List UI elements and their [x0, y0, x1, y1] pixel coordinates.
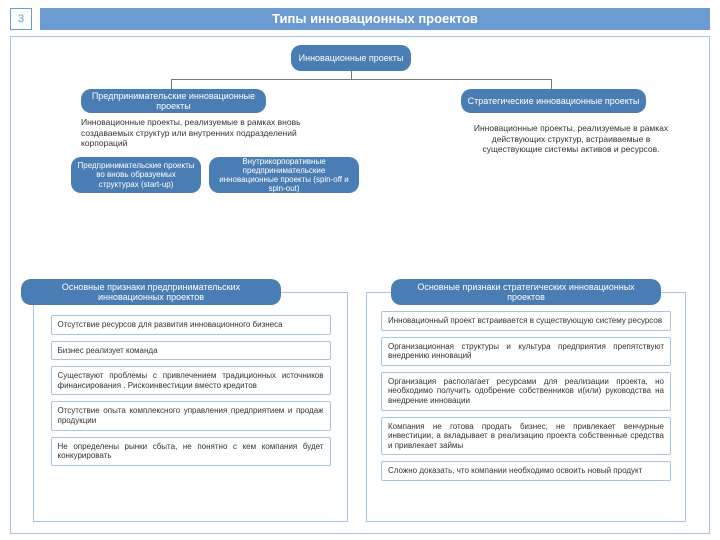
left-col-frame: Отсутствие ресурсов для развития инновац…: [33, 292, 348, 522]
list-item: Отсутствие опыта комплексного управления…: [51, 401, 331, 430]
left-sub2: Внутрикорпоративные предпринимательские …: [209, 157, 359, 193]
list-item: Сложно доказать, что компании необходимо…: [381, 461, 671, 481]
list-item: Компания не готова продать бизнес, не пр…: [381, 417, 671, 456]
left-col-header: Основные признаки предпринимательских ин…: [21, 279, 281, 305]
list-item: Бизнес реализует команда: [51, 341, 331, 361]
list-item: Инновационный проект встраивается в суще…: [381, 311, 671, 331]
list-item: Не определены рынки сбыта, не понятно с …: [51, 437, 331, 466]
left-branch-desc: Инновационные проекты, реализуемые в рам…: [81, 117, 341, 149]
page-title: Типы инновационных проектов: [40, 8, 710, 30]
slide-number: 3: [10, 8, 32, 30]
left-sub1: Предпринимательские проекты во вновь обр…: [71, 157, 201, 193]
list-item: Организационная структуры и культура пре…: [381, 337, 671, 366]
right-branch-title: Стратегические инновационные проекты: [461, 89, 646, 113]
main-frame: Инновационные проекты Предпринимательски…: [10, 36, 710, 534]
right-col-header: Основные признаки стратегических инновац…: [391, 279, 661, 305]
list-item: Отсутствие ресурсов для развития инновац…: [51, 315, 331, 335]
root-node: Инновационные проекты: [291, 45, 411, 71]
left-branch-title: Предпринимательские инновационные проект…: [81, 89, 266, 113]
list-item: Организация располагает ресурсами для ре…: [381, 372, 671, 411]
list-item: Существуют проблемы с привлечением тради…: [51, 366, 331, 395]
right-branch-desc: Инновационные проекты, реализуемые в рам…: [471, 123, 671, 155]
right-col-frame: Инновационный проект встраивается в суще…: [366, 292, 686, 522]
